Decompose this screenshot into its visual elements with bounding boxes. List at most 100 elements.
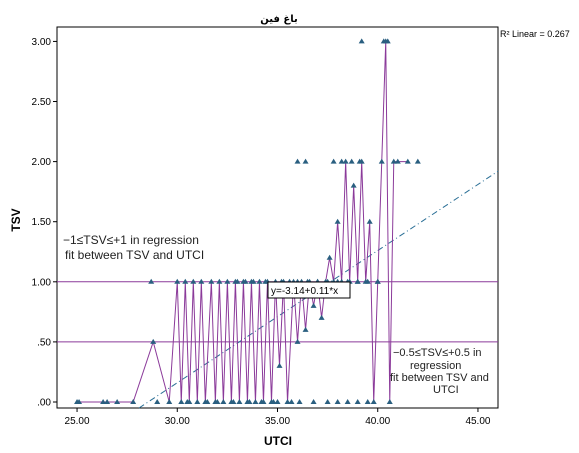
data-marker-24: [262, 278, 269, 284]
data-point-34: [294, 338, 301, 344]
equation-box-frame: [267, 281, 351, 299]
data-marker-18: [344, 398, 351, 404]
data-marker-13: [288, 398, 295, 404]
data-point-59: [394, 158, 401, 164]
data-point-6: [178, 398, 185, 404]
data-marker-14: [296, 398, 303, 404]
data-point-2: [130, 398, 137, 404]
data-marker-11: [270, 398, 277, 404]
data-point-9: [190, 278, 197, 284]
data-point-1: [100, 398, 107, 404]
data-point-40: [318, 314, 325, 320]
data-point-5: [174, 278, 181, 284]
data-marker-39: [338, 158, 345, 164]
data-marker-2: [114, 398, 121, 404]
annotation-2-line-2: regression: [410, 360, 461, 372]
data-point-20: [236, 398, 243, 404]
data-point-57: [386, 398, 393, 404]
data-marker-16: [324, 398, 331, 404]
data-point-46: [342, 158, 349, 164]
y-tick-label-0: .00: [37, 397, 51, 408]
x-axis-title: UTCI: [264, 434, 292, 448]
data-marker-17: [334, 398, 341, 404]
data-marker-8: [230, 398, 237, 404]
annotation-tsv-05: −0.5≤TSV≤+0.5 in regression fit between …: [390, 347, 489, 396]
data-marker-44: [384, 38, 391, 44]
annotation-1-line-1: −1≤TSV≤+1 in regression: [63, 233, 199, 247]
x-tick-label-0: 25.00: [65, 416, 90, 427]
data-point-16: [220, 398, 227, 404]
data-marker-19: [354, 398, 361, 404]
data-marker-1: [104, 398, 111, 404]
y-tick-label-2: 1.00: [32, 277, 52, 288]
data-marker-10: [258, 398, 265, 404]
x-tick-label-3: 40.00: [365, 416, 390, 427]
data-marker-34: [364, 278, 371, 284]
data-marker-21: [234, 278, 241, 284]
data-marker-40: [348, 158, 355, 164]
data-marker-15: [310, 398, 317, 404]
data-point-48: [350, 182, 357, 188]
data-marker-23: [250, 278, 257, 284]
data-marker-36: [294, 158, 301, 164]
x-tick-label-1: 30.00: [165, 416, 190, 427]
data-marker-4: [154, 398, 161, 404]
data-point-25: [256, 278, 263, 284]
x-tick-label-2: 35.00: [265, 416, 290, 427]
data-point-3: [150, 338, 157, 344]
data-point-53: [370, 398, 377, 404]
y-axis-ticks: .00 .50 1.00 1.50 2.00 2.50 3.00: [32, 37, 57, 408]
equation-label: y=-3.14+0.11*x: [271, 286, 338, 297]
data-point-10: [194, 398, 201, 404]
series-lines: [79, 41, 408, 403]
data-marker-35: [374, 278, 381, 284]
data-point-17: [224, 278, 231, 284]
data-point-60: [404, 158, 411, 164]
chart-title: باغ فين: [260, 14, 297, 25]
data-marker-12: [274, 398, 281, 404]
annotation-1-line-2: fit between TSV and UTCI: [65, 248, 204, 262]
y-tick-label-3: 1.50: [32, 217, 52, 228]
y-axis-title: TSV: [9, 208, 23, 231]
data-marker-22: [242, 278, 249, 284]
data-point-11: [198, 278, 205, 284]
data-point-58: [390, 158, 397, 164]
data-marker-9: [246, 398, 253, 404]
annotation-2-line-3: fit between TSV and: [390, 372, 489, 384]
data-marker-5: [184, 398, 191, 404]
series-line-0: [79, 41, 408, 403]
series-markers: [74, 38, 421, 404]
data-marker-37: [302, 158, 309, 164]
y-tick-label-5: 2.50: [32, 97, 52, 108]
data-point-52: [366, 218, 373, 224]
data-marker-20: [364, 398, 371, 404]
data-point-38: [310, 302, 317, 308]
data-marker-3: [148, 278, 155, 284]
data-marker-38: [330, 158, 337, 164]
annotation-2-line-1: −0.5≤TSV≤+0.5 in: [393, 347, 482, 359]
data-point-30: [276, 362, 283, 368]
annotation-2-line-4: UTCI: [433, 384, 459, 396]
data-point-13: [208, 278, 215, 284]
data-point-15: [216, 278, 223, 284]
data-marker-45: [414, 158, 421, 164]
data-point-42: [326, 254, 333, 260]
data-marker-6: [204, 398, 211, 404]
y-tick-label-6: 3.00: [32, 37, 52, 48]
y-tick-label-1: .50: [37, 337, 51, 348]
data-marker-33: [354, 278, 361, 284]
data-point-24: [252, 398, 259, 404]
data-point-44: [334, 218, 341, 224]
data-marker-0: [74, 398, 81, 404]
data-marker-43: [380, 38, 387, 44]
data-point-4: [166, 398, 173, 404]
annotation-tsv-1: −1≤TSV≤+1 in regression fit between TSV …: [63, 233, 204, 262]
data-point-32: [284, 398, 291, 404]
y-tick-label-4: 2.00: [32, 157, 52, 168]
data-point-55: [378, 158, 385, 164]
data-marker-41: [356, 158, 363, 164]
data-marker-7: [214, 398, 221, 404]
x-tick-label-4: 45.00: [465, 416, 490, 427]
data-marker-42: [358, 38, 365, 44]
